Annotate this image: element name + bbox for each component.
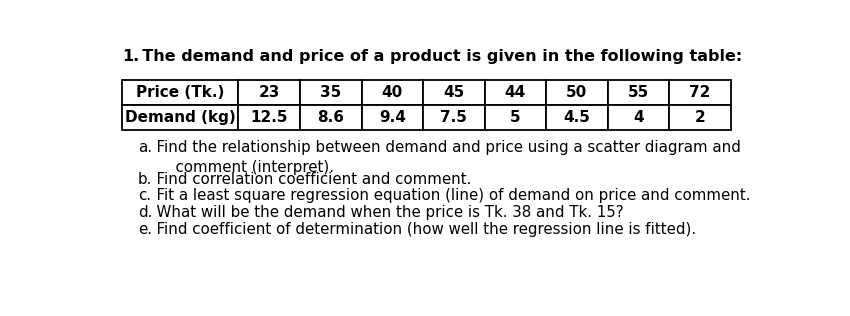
Text: Find coefficient of determination (how well the regression line is fitted).: Find coefficient of determination (how w… bbox=[147, 222, 696, 237]
Bar bbox=[361, 105, 423, 130]
Text: 50: 50 bbox=[566, 85, 587, 100]
Text: Find the relationship between demand and price using a scatter diagram and
     : Find the relationship between demand and… bbox=[147, 140, 740, 174]
Text: Find correlation coefficient and comment.: Find correlation coefficient and comment… bbox=[147, 172, 471, 187]
Bar bbox=[361, 80, 423, 105]
Text: 12.5: 12.5 bbox=[251, 110, 288, 125]
Text: 5: 5 bbox=[510, 110, 520, 125]
Text: Fit a least square regression equation (line) of demand on price and comment.: Fit a least square regression equation (… bbox=[147, 188, 751, 204]
Text: The demand and price of a product is given in the following table:: The demand and price of a product is giv… bbox=[132, 49, 743, 64]
Bar bbox=[546, 105, 608, 130]
Text: 9.4: 9.4 bbox=[379, 110, 405, 125]
Bar bbox=[300, 80, 361, 105]
Bar bbox=[669, 80, 730, 105]
Text: Demand (kg): Demand (kg) bbox=[125, 110, 235, 125]
Text: 1.: 1. bbox=[122, 49, 139, 64]
Text: c.: c. bbox=[138, 188, 150, 204]
Text: 44: 44 bbox=[505, 85, 526, 100]
Text: 4: 4 bbox=[633, 110, 643, 125]
Text: a.: a. bbox=[138, 140, 151, 155]
Text: 8.6: 8.6 bbox=[317, 110, 344, 125]
Text: 4.5: 4.5 bbox=[564, 110, 590, 125]
Bar bbox=[300, 105, 361, 130]
Bar bbox=[423, 105, 484, 130]
Bar bbox=[546, 80, 608, 105]
Bar bbox=[669, 105, 730, 130]
Text: 45: 45 bbox=[443, 85, 464, 100]
Text: 40: 40 bbox=[382, 85, 403, 100]
Text: b.: b. bbox=[138, 172, 152, 187]
Bar bbox=[239, 105, 300, 130]
Bar bbox=[608, 105, 669, 130]
Text: What will be the demand when the price is Tk. 38 and Tk. 15?: What will be the demand when the price i… bbox=[147, 205, 624, 220]
Bar bbox=[122, 105, 239, 130]
Bar bbox=[484, 105, 546, 130]
Bar bbox=[122, 80, 239, 105]
Text: Price (Tk.): Price (Tk.) bbox=[136, 85, 224, 100]
Text: d.: d. bbox=[138, 205, 152, 220]
Text: 35: 35 bbox=[320, 85, 342, 100]
Text: 2: 2 bbox=[694, 110, 705, 125]
Bar bbox=[484, 80, 546, 105]
Text: 55: 55 bbox=[627, 85, 649, 100]
Bar bbox=[608, 80, 669, 105]
Text: 72: 72 bbox=[689, 85, 711, 100]
Text: 7.5: 7.5 bbox=[440, 110, 468, 125]
Text: 23: 23 bbox=[258, 85, 280, 100]
Text: e.: e. bbox=[138, 222, 151, 237]
Bar bbox=[423, 80, 484, 105]
Bar bbox=[239, 80, 300, 105]
